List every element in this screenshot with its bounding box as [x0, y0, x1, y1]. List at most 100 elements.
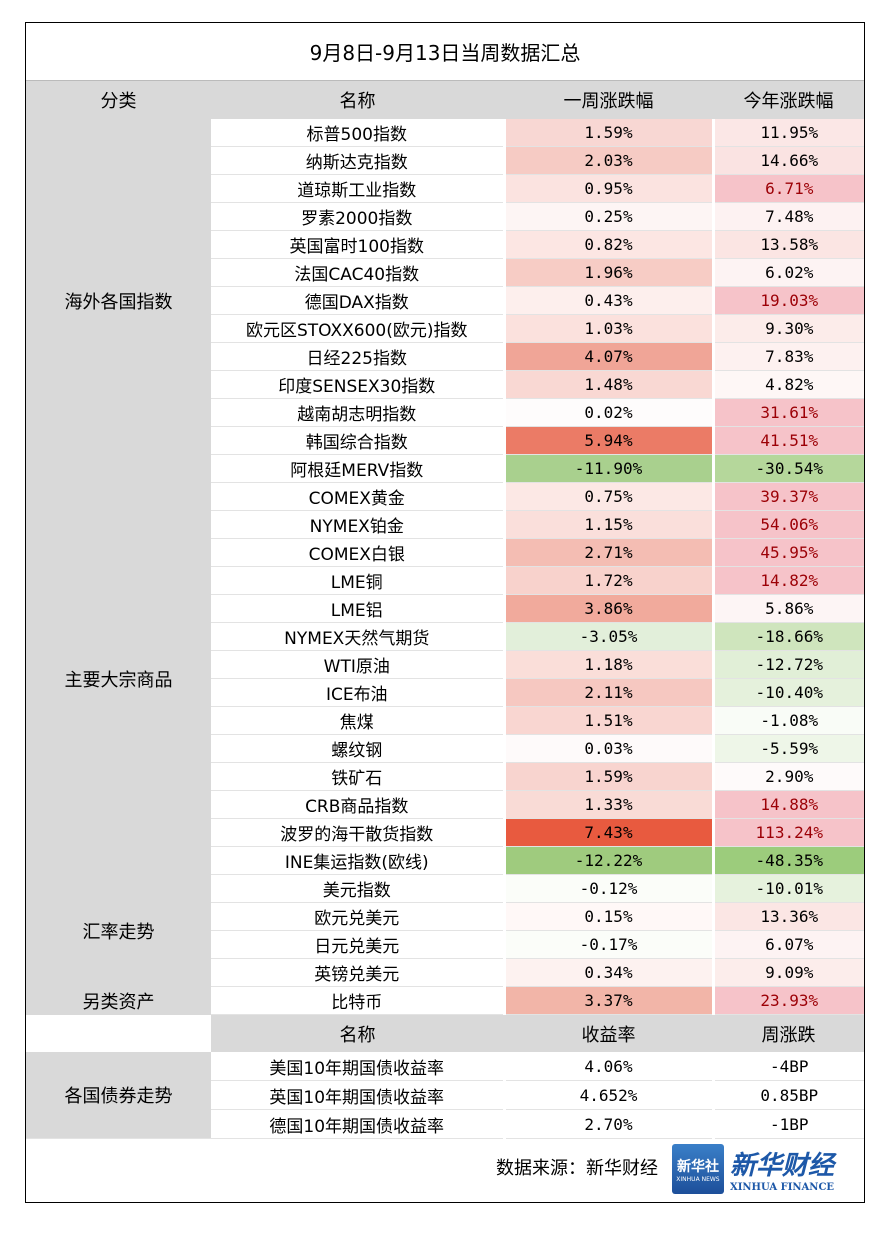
- name-cell: 德国10年期国债收益率: [211, 1109, 504, 1139]
- summary-table: 9月8日-9月13日当周数据汇总 分类 名称 一周涨跌幅 今年涨跌幅 海外各国指数 标普50…: [26, 23, 865, 1199]
- ytd-change-cell: 45.95%: [711, 538, 865, 567]
- table-row: ICE布油 2.11% -10.40%: [26, 678, 865, 707]
- name-cell: 英国富时100指数: [211, 230, 504, 259]
- category-cell: 各国债券走势: [26, 1052, 211, 1139]
- week-change-cell: 0.43%: [502, 286, 713, 315]
- ytd-change-cell: -18.66%: [711, 622, 865, 651]
- table-row: 各国债券走势 美国10年期国债收益率 4.06% -4BP: [26, 1052, 865, 1139]
- table-row: NYMEX铂金 1.15% 54.06%: [26, 510, 865, 539]
- table-row: 英国富时100指数 0.82% 13.58%: [26, 230, 865, 259]
- week-change-cell: -12.22%: [502, 846, 713, 875]
- change-cell: -4BP: [711, 1052, 865, 1081]
- table-row: 9月8日-9月13日当周数据汇总: [26, 23, 865, 81]
- table-row: 欧元兑美元 0.15% 13.36%: [26, 902, 865, 931]
- yield-cell: 4.06%: [502, 1052, 713, 1081]
- ytd-change-cell: 4.82%: [711, 370, 865, 399]
- blank-cell: [26, 1014, 211, 1052]
- table-row: 罗素2000指数 0.25% 7.48%: [26, 202, 865, 231]
- table-row: WTI原油 1.18% -12.72%: [26, 650, 865, 679]
- table-row: 数据来源：新华财经 新华社 XINHUA NEWS 新华财经 XINHUA FINANC…: [26, 1138, 865, 1199]
- name-cell: INE集运指数(欧线): [211, 846, 504, 875]
- name-cell: 比特币: [211, 986, 504, 1015]
- ytd-change-cell: 2.90%: [711, 762, 865, 791]
- ytd-change-cell: 113.24%: [711, 818, 865, 847]
- week-change-cell: 3.37%: [502, 986, 713, 1015]
- name-cell: 欧元兑美元: [211, 902, 504, 931]
- week-change-cell: 1.48%: [502, 370, 713, 399]
- name-cell: 纳斯达克指数: [211, 146, 504, 175]
- table-row: 汇率走势 美元指数 -0.12% -10.01%: [26, 874, 865, 987]
- ytd-change-cell: 5.86%: [711, 594, 865, 623]
- table-row: 波罗的海干散货指数 7.43% 113.24%: [26, 818, 865, 847]
- ytd-change-cell: 41.51%: [711, 426, 865, 455]
- name-cell: NYMEX铂金: [211, 510, 504, 539]
- column-header: 分类: [26, 80, 211, 119]
- ytd-change-cell: 6.02%: [711, 258, 865, 287]
- week-change-cell: 1.33%: [502, 790, 713, 819]
- name-cell: 美国10年期国债收益率: [211, 1052, 504, 1081]
- week-change-cell: 0.82%: [502, 230, 713, 259]
- ytd-change-cell: 39.37%: [711, 482, 865, 511]
- ytd-change-cell: -1.08%: [711, 706, 865, 735]
- week-change-cell: 2.71%: [502, 538, 713, 567]
- source-text: 数据来源：新华财经: [495, 1158, 658, 1179]
- ytd-change-cell: -48.35%: [711, 846, 865, 875]
- table-row: INE集运指数(欧线) -12.22% -48.35%: [26, 846, 865, 875]
- ytd-change-cell: 6.07%: [711, 930, 865, 959]
- ytd-change-cell: -10.40%: [711, 678, 865, 707]
- week-change-cell: -11.90%: [502, 454, 713, 483]
- table-row: 德国10年期国债收益率 2.70% -1BP: [26, 1109, 865, 1139]
- table-row: 欧元区STOXX600(欧元)指数 1.03% 9.30%: [26, 314, 865, 343]
- yield-cell: 4.652%: [502, 1080, 713, 1110]
- ytd-change-cell: 6.71%: [711, 174, 865, 203]
- name-cell: 日经225指数: [211, 342, 504, 371]
- week-change-cell: 4.07%: [502, 342, 713, 371]
- name-cell: 铁矿石: [211, 762, 504, 791]
- week-change-cell: 0.03%: [502, 734, 713, 763]
- table-row: 纳斯达克指数 2.03% 14.66%: [26, 146, 865, 175]
- table-row: CRB商品指数 1.33% 14.88%: [26, 790, 865, 819]
- ytd-change-cell: -12.72%: [711, 650, 865, 679]
- week-change-cell: 1.15%: [502, 510, 713, 539]
- name-cell: 欧元区STOXX600(欧元)指数: [211, 314, 504, 343]
- logo: 新华社 XINHUA NEWS 新华财经 XINHUA FINANCE: [671, 1144, 834, 1194]
- table-row: 名称 收益率 周涨跌: [26, 1014, 865, 1052]
- name-cell: 德国DAX指数: [211, 286, 504, 315]
- name-cell: ICE布油: [211, 678, 504, 707]
- table-row: 主要大宗商品 COMEX黄金 0.75% 39.37%: [26, 482, 865, 875]
- yield-cell: 2.70%: [502, 1109, 713, 1139]
- frame: 9月8日-9月13日当周数据汇总 分类 名称 一周涨跌幅 今年涨跌幅 海外各国指数 标普50…: [25, 22, 865, 1203]
- table-row: 焦煤 1.51% -1.08%: [26, 706, 865, 735]
- ytd-change-cell: 19.03%: [711, 286, 865, 315]
- name-cell: 阿根廷MERV指数: [211, 454, 504, 483]
- ytd-change-cell: 11.95%: [711, 119, 865, 147]
- table-row: LME铜 1.72% 14.82%: [26, 566, 865, 595]
- ytd-change-cell: -30.54%: [711, 454, 865, 483]
- table-row: 韩国综合指数 5.94% 41.51%: [26, 426, 865, 455]
- name-cell: COMEX白银: [211, 538, 504, 567]
- week-change-cell: -3.05%: [502, 622, 713, 651]
- column-header: 周涨跌: [713, 1014, 865, 1052]
- name-cell: 印度SENSEX30指数: [211, 370, 504, 399]
- table-row: 英镑兑美元 0.34% 9.09%: [26, 958, 865, 987]
- ytd-change-cell: 14.66%: [711, 146, 865, 175]
- name-cell: 英镑兑美元: [211, 958, 504, 987]
- ytd-change-cell: 14.82%: [711, 566, 865, 595]
- ytd-change-cell: 31.61%: [711, 398, 865, 427]
- change-cell: -1BP: [711, 1109, 865, 1139]
- ytd-change-cell: 9.09%: [711, 958, 865, 987]
- name-cell: 美元指数: [211, 874, 504, 903]
- category-cell: 主要大宗商品: [26, 482, 211, 875]
- table-row: 分类 名称 一周涨跌幅 今年涨跌幅: [26, 80, 865, 119]
- week-change-cell: 1.51%: [502, 706, 713, 735]
- table-row: 英国10年期国债收益率 4.652% 0.85BP: [26, 1080, 865, 1110]
- ytd-change-cell: 13.58%: [711, 230, 865, 259]
- table-row: 铁矿石 1.59% 2.90%: [26, 762, 865, 791]
- week-change-cell: 1.18%: [502, 650, 713, 679]
- table-row: 印度SENSEX30指数 1.48% 4.82%: [26, 370, 865, 399]
- table-row: NYMEX天然气期货 -3.05% -18.66%: [26, 622, 865, 651]
- week-change-cell: -0.12%: [502, 874, 713, 903]
- table-row: 海外各国指数 标普500指数 1.59% 11.95%: [26, 119, 865, 483]
- name-cell: 标普500指数: [211, 119, 504, 147]
